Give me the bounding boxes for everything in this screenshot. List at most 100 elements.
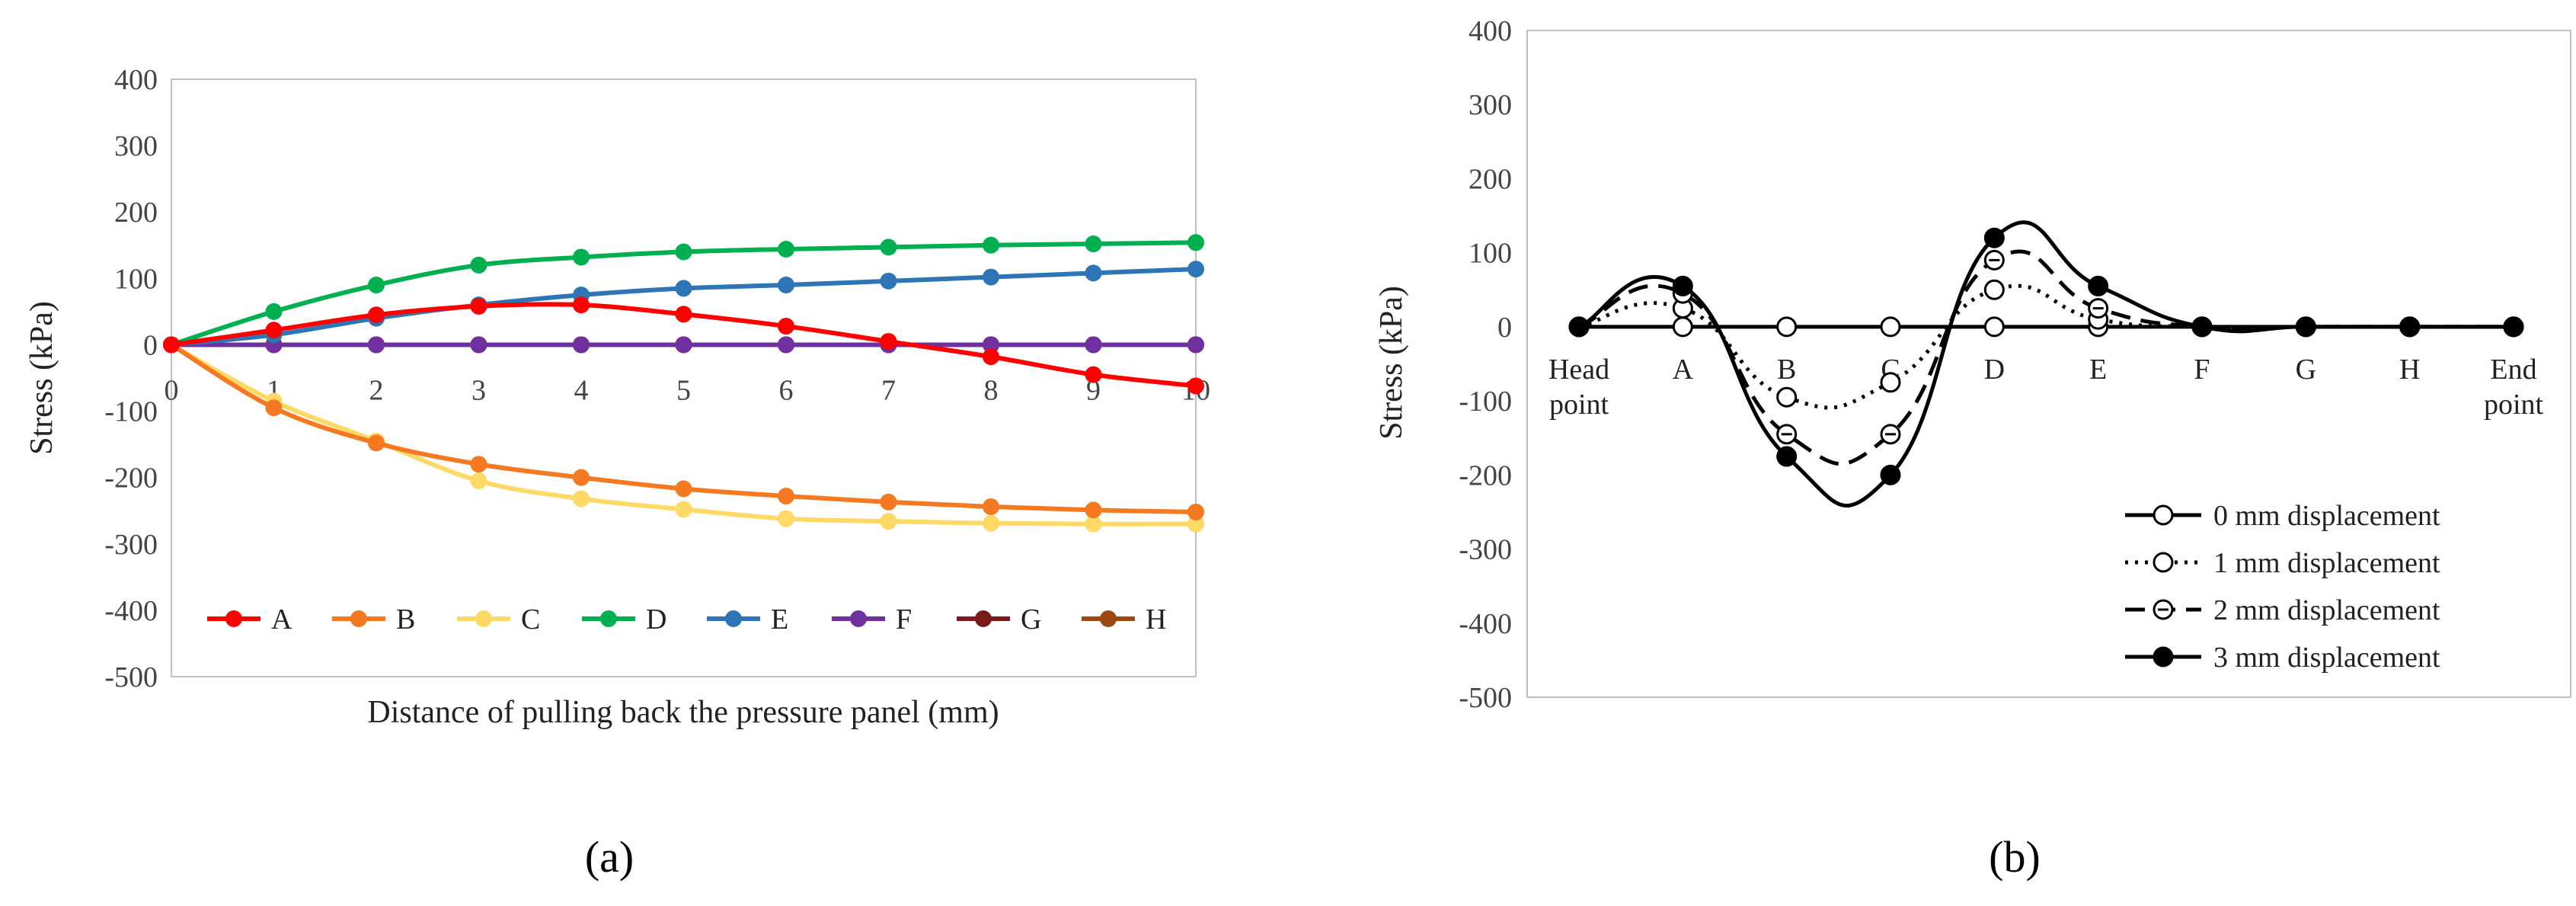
- series-point: [1880, 372, 1901, 393]
- series-f-point: [983, 336, 999, 354]
- series-point: [1983, 227, 2005, 248]
- legend-label-c: C: [521, 603, 540, 635]
- series-c-point: [778, 510, 794, 527]
- series-b-point: [573, 469, 590, 486]
- legend-label-g: G: [1021, 603, 1041, 635]
- series-b-point: [675, 480, 692, 498]
- series-d-point: [265, 303, 283, 320]
- chart-a-x-tick: 2: [369, 374, 384, 406]
- chart-b-x-tick: G: [2296, 354, 2316, 386]
- chart-a-x-tick: 3: [471, 374, 486, 406]
- series-a-point: [573, 296, 590, 314]
- series-f-point: [778, 336, 794, 354]
- chart-b-y-tick: 200: [1469, 163, 1512, 195]
- chart-a-legend: A B C D E F G H: [207, 603, 1166, 635]
- series-a-point: [880, 333, 897, 351]
- legend-marker-e: [725, 610, 742, 627]
- series-d-point: [983, 236, 999, 254]
- chart-a-x-tick: 0: [165, 374, 179, 406]
- chart-b-y-tick: 400: [1469, 15, 1512, 47]
- series-f-point: [368, 336, 385, 354]
- series-b-point: [778, 488, 794, 505]
- legend-label-a: A: [271, 603, 292, 635]
- legend-marker: [2153, 599, 2174, 620]
- series-c-point: [1085, 515, 1102, 533]
- chart-a-y-tick: -400: [104, 595, 158, 627]
- legend-label-f: F: [896, 603, 912, 635]
- legend-marker-h: [1100, 610, 1117, 627]
- series-d-point: [880, 239, 897, 256]
- series-d-point: [573, 248, 590, 266]
- series-b-point: [368, 434, 385, 452]
- series-point: [1776, 424, 1798, 445]
- legend-marker: [2153, 552, 2174, 573]
- chart-b-x-tick: H: [2399, 354, 2420, 386]
- chart-b-y-tick: 100: [1469, 238, 1512, 270]
- chart-b: 400 300 200 100 0 -100 -200 -300 -400 -500 Head po…: [1374, 15, 2571, 882]
- series-point: [2088, 298, 2109, 319]
- series-point: [1880, 316, 1901, 338]
- series-c-point: [675, 501, 692, 518]
- series-b: [163, 336, 1204, 520]
- series-a-point: [983, 348, 999, 366]
- series-2-mm-displacement: [1568, 249, 2524, 466]
- series-a-point: [163, 336, 180, 354]
- legend-marker-c: [475, 610, 492, 627]
- series-c-point: [573, 490, 590, 507]
- panel-label-b: (b): [1989, 832, 2041, 882]
- chart-b-y-tick: -400: [1459, 608, 1512, 640]
- chart-a-x-tick: 9: [1086, 374, 1101, 406]
- series-point: [1672, 275, 1693, 296]
- series-point: [2088, 275, 2109, 296]
- chart-b-x-tick: D: [1984, 354, 2005, 386]
- chart-b-x-tick: Head point: [1548, 354, 1609, 421]
- series-point: [1983, 249, 2005, 271]
- chart-b-x-tick: B: [1777, 354, 1796, 386]
- series-a-point: [1187, 377, 1204, 395]
- chart-a-y-tick: -200: [104, 463, 158, 495]
- chart-a-y-tick: -500: [104, 661, 158, 693]
- legend-label-e: E: [771, 603, 788, 635]
- series-point: [2399, 316, 2421, 338]
- panel-label-a: (a): [585, 832, 634, 882]
- series-b-point: [1187, 503, 1204, 520]
- series-c-point: [880, 513, 897, 530]
- series-e-point: [778, 277, 794, 294]
- series-point: [2295, 316, 2316, 338]
- series-point: [2503, 316, 2524, 338]
- chart-a-y-tick: 200: [114, 197, 158, 229]
- series-point: [1880, 464, 1901, 485]
- chart-a-x-tick: 6: [779, 374, 794, 406]
- chart-b-x-tick: E: [2089, 354, 2107, 386]
- chart-a-y-tick: 300: [114, 130, 158, 162]
- series-f-point: [470, 336, 487, 354]
- chart-a-y-tick: 0: [143, 329, 158, 361]
- series-e-point: [983, 268, 999, 286]
- legend-label: 3 mm displacement: [2213, 642, 2440, 674]
- series-point: [2191, 316, 2213, 338]
- chart-b-x-tick: End point: [2484, 354, 2544, 421]
- series-d-point: [1085, 235, 1102, 253]
- series-a: [163, 296, 1204, 395]
- series-b-point: [880, 493, 897, 511]
- series-b-point: [470, 456, 487, 473]
- chart-b-y-tick: -300: [1459, 534, 1512, 566]
- series-b-point: [1085, 501, 1102, 519]
- chart-a-x-tick: 5: [676, 374, 691, 406]
- series-c-point: [1187, 515, 1204, 533]
- chart-b-y-tick: -100: [1459, 386, 1512, 418]
- legend-label-d: D: [646, 603, 666, 635]
- legend-marker-b: [350, 610, 367, 627]
- series-1-mm-displacement: [1568, 279, 2524, 410]
- series-c-point: [470, 472, 487, 490]
- series-d-point: [675, 243, 692, 261]
- chart-b-x-tick: F: [2194, 354, 2210, 386]
- legend-label-b: B: [396, 603, 415, 635]
- series-d-point: [368, 277, 385, 294]
- series-f-point: [1187, 336, 1204, 354]
- series-f-point: [1085, 336, 1102, 354]
- series-point: [1983, 279, 2005, 300]
- legend-marker-d: [600, 610, 617, 627]
